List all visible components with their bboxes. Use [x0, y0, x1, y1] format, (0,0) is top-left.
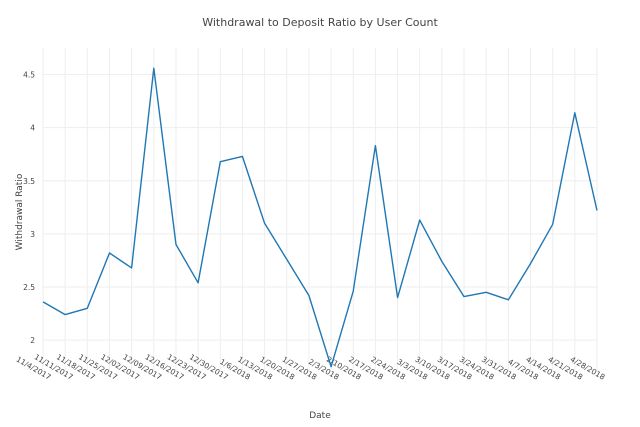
y-tick-label: 2.5 — [23, 283, 35, 292]
x-axis-ticks: 11/4/201711/11/201711/18/201711/25/20171… — [15, 352, 607, 382]
x-axis-label: Date — [309, 411, 331, 421]
y-axis-ticks: 2 2.5 3 3.5 4 4.5 — [23, 71, 35, 346]
y-tick-label: 4.5 — [23, 71, 35, 80]
y-axis-label: Withdrawal Ratio — [15, 173, 25, 250]
series-line — [42, 67, 598, 368]
y-gridlines — [43, 74, 597, 341]
x-gridlines — [42, 48, 598, 372]
y-tick-label: 2 — [30, 336, 35, 345]
y-tick-label: 4 — [30, 124, 35, 133]
y-tick-label: 3.5 — [23, 177, 35, 186]
chart-title: Withdrawal to Deposit Ratio by User Coun… — [202, 16, 438, 29]
y-tick-label: 3 — [30, 230, 35, 239]
